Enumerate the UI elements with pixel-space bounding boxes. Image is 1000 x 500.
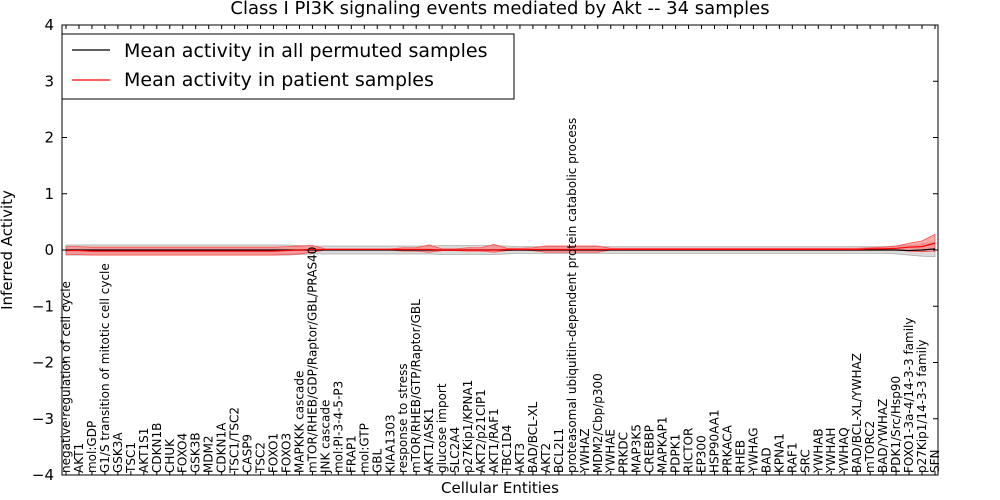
category-label: G1/S transition of mitotic cell cycle bbox=[98, 263, 112, 473]
category-label: response to stress bbox=[396, 363, 410, 473]
legend-label-patient: Mean activity in patient samples bbox=[124, 69, 434, 91]
category-label: CREBBP bbox=[643, 425, 657, 473]
category-label: FOXO3 bbox=[279, 433, 293, 473]
y-tick-label: 4 bbox=[44, 16, 54, 34]
series-lines bbox=[66, 242, 936, 252]
category-label: AKT2 bbox=[539, 443, 553, 473]
category-label: TSC2 bbox=[254, 442, 268, 474]
category-label: MAPKKK cascade bbox=[292, 371, 306, 473]
category-label: JNK cascade bbox=[318, 400, 332, 474]
y-tick-label: −1 bbox=[32, 297, 54, 315]
category-label: AKT1S1 bbox=[137, 428, 151, 473]
category-label: KIAA1303 bbox=[383, 414, 397, 473]
category-label: KPNA1 bbox=[772, 433, 786, 473]
category-label: BCL2L1 bbox=[552, 428, 566, 473]
category-label: YWHAH bbox=[824, 428, 838, 474]
patient-mean-line bbox=[66, 242, 936, 252]
category-label: PDK1/Src/Hsp90 bbox=[889, 376, 903, 473]
y-tick-label: −4 bbox=[32, 466, 54, 484]
category-label: FOXO1 bbox=[267, 433, 281, 473]
y-tick-label: 0 bbox=[44, 241, 54, 259]
category-label: SRC bbox=[798, 449, 812, 473]
category-label: mol:PI-3-4-5-P3 bbox=[331, 381, 345, 473]
category-label: PRKACA bbox=[720, 424, 734, 473]
category-label: BAD/YWHAZ bbox=[876, 399, 890, 473]
chart-title: Class I PI3K signaling events mediated b… bbox=[230, 0, 769, 19]
category-label: TSC1/TSC2 bbox=[228, 407, 242, 474]
category-label: MAP3K5 bbox=[630, 424, 644, 473]
category-label: CHUK bbox=[163, 438, 177, 473]
category-label: FOXO4 bbox=[176, 433, 190, 473]
x-axis-title: Cellular Entities bbox=[441, 479, 559, 497]
category-label: mol:GDP bbox=[85, 421, 99, 473]
category-label: SLC2A4 bbox=[448, 427, 462, 473]
y-axis-title: Inferred Activity bbox=[0, 190, 16, 310]
category-label: MDM2 bbox=[202, 435, 216, 473]
category-label: TSC1 bbox=[124, 442, 138, 474]
category-label: mTORC2 bbox=[863, 421, 877, 473]
legend-box bbox=[61, 33, 515, 100]
category-label: YWHAZ bbox=[578, 428, 592, 474]
category-label: p27Kip1/KPNA1 bbox=[461, 380, 475, 473]
category-label: AKT3 bbox=[513, 443, 527, 473]
y-tick-label: −2 bbox=[32, 354, 54, 372]
category-label: mol:GTP bbox=[357, 423, 371, 473]
category-label: BAD bbox=[759, 447, 773, 473]
category-label: BAD/BCL-XL bbox=[526, 401, 540, 473]
category-label: RHEB bbox=[733, 440, 747, 473]
category-label: CDKN1B bbox=[150, 423, 164, 473]
category-label: BAD/BCL-XL/YWHAZ bbox=[850, 353, 864, 473]
category-label: HSP90AA1 bbox=[708, 409, 722, 473]
category-label: GBL bbox=[370, 448, 384, 473]
category-label: GSK3B bbox=[189, 432, 203, 473]
category-label: YWHAQ bbox=[837, 427, 851, 474]
category-label: YWHAG bbox=[746, 427, 760, 474]
y-axis: −4 −3 −2 −1 0 1 2 3 4 bbox=[32, 16, 938, 484]
category-label: YWHAE bbox=[604, 429, 618, 474]
y-tick-label: 3 bbox=[44, 72, 54, 90]
category-label: negative regulation of cell cycle bbox=[59, 281, 73, 473]
category-label: mTOR/RHEB/GTP/Raptor/GBL bbox=[409, 299, 423, 473]
category-label: RICTOR bbox=[682, 428, 696, 473]
category-label: SFN bbox=[928, 450, 942, 474]
category-label: RAF1 bbox=[785, 442, 799, 473]
category-label: AKT1/RAF1 bbox=[487, 408, 501, 473]
category-label: EP300 bbox=[695, 435, 709, 473]
category-label: FRAP1 bbox=[344, 435, 358, 473]
category-label: mTOR/RHEB/GDP/Raptor/GBL/PRAS40 bbox=[305, 247, 319, 473]
category-labels: negative regulation of cell cycleAKT1mol… bbox=[59, 118, 942, 474]
y-tick-label: 1 bbox=[44, 185, 54, 203]
category-label: AKT1 bbox=[72, 443, 86, 473]
category-label: GSK3A bbox=[111, 432, 125, 473]
x-axis bbox=[65, 25, 936, 475]
category-label: glucose import bbox=[435, 383, 449, 473]
category-label: p27Kip1/14-3-3 family bbox=[915, 340, 929, 473]
y-tick-label: 2 bbox=[44, 129, 54, 147]
category-label: PRKDC bbox=[617, 432, 631, 473]
category-label: CDKN1A bbox=[215, 422, 229, 473]
legend: Mean activity in all permuted samples Me… bbox=[61, 33, 515, 100]
category-label: CASP9 bbox=[241, 434, 255, 473]
category-label: PDPK1 bbox=[669, 434, 683, 473]
category-label: AKT1/ASK1 bbox=[422, 408, 436, 473]
category-label: FOXO1-3a-4/14-3-3 family bbox=[902, 318, 916, 474]
category-label: TBC1D4 bbox=[500, 425, 514, 474]
category-label: YWHAB bbox=[811, 428, 825, 474]
category-label: AKT2/p21CIP1 bbox=[474, 389, 488, 473]
legend-label-permuted: Mean activity in all permuted samples bbox=[124, 40, 487, 62]
category-label: proteasomal ubiquitin-dependent protein … bbox=[565, 118, 579, 473]
category-label: MDM2/Cbp/p300 bbox=[591, 373, 605, 473]
category-label: MAPKAP1 bbox=[656, 416, 670, 473]
y-tick-label: −3 bbox=[32, 410, 54, 428]
